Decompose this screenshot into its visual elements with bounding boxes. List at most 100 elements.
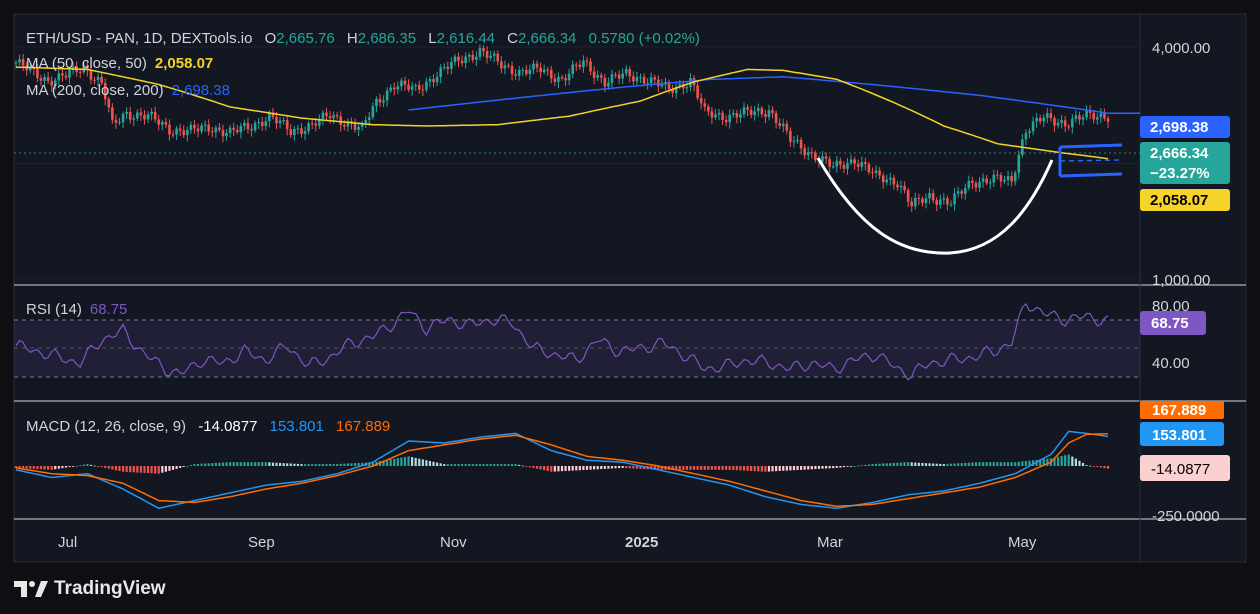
candle-body — [853, 159, 856, 164]
hist-tag-bg — [1140, 455, 1230, 481]
macd-hist-bar — [750, 466, 753, 471]
candle-body — [528, 69, 532, 75]
macd-hist-bar — [400, 457, 403, 466]
macd-hist-bar — [1074, 458, 1077, 466]
candle-body — [896, 184, 899, 188]
candle-body — [146, 114, 150, 120]
candle-body — [603, 77, 607, 87]
candle-body — [246, 122, 250, 130]
candle-body — [293, 128, 296, 136]
macd-hist-bar — [921, 462, 924, 466]
macd-hist-bar — [414, 457, 417, 466]
macd-hist-bar — [853, 466, 856, 467]
macd-tag-bg — [1140, 422, 1224, 446]
ma50-label: MA (50, close, 50) — [26, 55, 147, 72]
macd-hist-bar — [164, 466, 167, 472]
candle-body — [282, 120, 285, 122]
macd-hist-bar — [671, 466, 674, 470]
candle-body — [1013, 172, 1017, 182]
macd-hist-bar — [336, 464, 339, 466]
candle-body — [517, 70, 521, 76]
macd-hist-bar — [874, 463, 878, 466]
macd-hist-bar — [924, 463, 928, 466]
candle-body — [1106, 118, 1110, 122]
macd-hist-bar — [914, 462, 917, 466]
macd-hist-bar — [1031, 460, 1035, 466]
candle-body — [985, 178, 988, 184]
change-value: 0.5780 (+0.02%) — [589, 30, 700, 47]
macd-hist-bar — [350, 463, 353, 466]
candle-body — [392, 87, 396, 90]
candle-body — [103, 82, 107, 100]
symbol-line: ETH/USD - PAN, 1D, DEXTools.io — [26, 30, 252, 47]
candle-body — [1081, 117, 1085, 120]
candle-body — [446, 66, 450, 69]
macd-hist-bar — [871, 464, 874, 466]
macd-hist-bar — [22, 466, 25, 469]
macd-hist-bar — [207, 463, 210, 466]
macd-hist-bar — [846, 466, 849, 467]
legend-header: ETH/USD - PAN, 1D, DEXTools.io O2,665.76… — [26, 30, 700, 47]
candle-body — [53, 80, 57, 86]
candle-body — [1017, 154, 1021, 173]
candle-body — [731, 113, 735, 115]
candle-body — [828, 158, 831, 167]
macd-hist-bar — [739, 466, 742, 471]
macd-hist-bar — [896, 462, 899, 466]
macd-hist-bar — [999, 462, 1003, 466]
macd-hist-bar — [535, 466, 539, 469]
candle-body — [1031, 121, 1035, 132]
candle-body — [596, 75, 599, 78]
macd-hist-bar — [1024, 461, 1028, 466]
candle-body — [621, 73, 624, 79]
candle-body — [96, 76, 100, 80]
macd-hist-bar — [136, 466, 139, 473]
macd-hist-bar — [974, 462, 978, 466]
time-axis: Jul Sep Nov 2025 Mar May — [58, 534, 1037, 551]
candle-body — [289, 129, 293, 136]
macd-hist-bar — [899, 462, 903, 466]
candle-body — [385, 90, 389, 101]
candle-body — [703, 103, 707, 107]
ma200-value: 2,698.38 — [172, 82, 230, 99]
macd-hist-bar — [500, 464, 503, 466]
candle-body — [903, 185, 906, 191]
macd-hist-bar — [882, 463, 885, 466]
macd-hist-bar — [1053, 457, 1056, 466]
ma50-legend[interactable]: MA (50, close, 50) 2,058.07 — [26, 55, 213, 72]
candle-body — [307, 123, 310, 132]
candle-body — [143, 115, 146, 120]
price-grid — [14, 46, 1140, 281]
macd-hist-bar — [1028, 460, 1031, 466]
macd-hist-bar — [175, 466, 178, 469]
candle-body — [318, 118, 321, 126]
tradingview-brand[interactable]: TradingView — [14, 578, 166, 600]
macd-hist-bar — [775, 466, 778, 472]
candle-body — [414, 85, 417, 87]
macd-hist-bar — [393, 458, 396, 466]
macd-hist-bar — [268, 462, 271, 466]
macd-hist-bar — [182, 466, 185, 467]
candle-body — [228, 127, 232, 134]
macd-hist-bar — [361, 462, 364, 466]
macd-histogram — [14, 454, 1110, 474]
candle-body — [367, 117, 371, 121]
candle-body — [500, 61, 503, 69]
macd-legend[interactable]: MACD (12, 26, close, 9) -14.0877 153.801… — [26, 418, 390, 435]
macd-hist-bar — [867, 464, 871, 466]
macd-hist-bar — [68, 466, 71, 467]
candle-body — [271, 112, 275, 118]
candle-body — [864, 162, 867, 165]
candle-body — [624, 69, 628, 74]
macd-hist-bar — [1103, 466, 1106, 469]
candle-body — [657, 79, 660, 87]
ma200-legend[interactable]: MA (200, close, 200) 2,698.38 — [26, 82, 230, 99]
candle-body — [1049, 113, 1053, 119]
macd-hist-bar — [179, 466, 182, 468]
candle-body — [981, 178, 985, 182]
macd-hist-bar — [885, 463, 888, 466]
macd-hist-bar — [521, 465, 524, 467]
candle-body — [150, 111, 153, 115]
rsi-legend[interactable]: RSI (14) 68.75 — [26, 301, 127, 318]
macd-hist-bar — [25, 466, 28, 469]
